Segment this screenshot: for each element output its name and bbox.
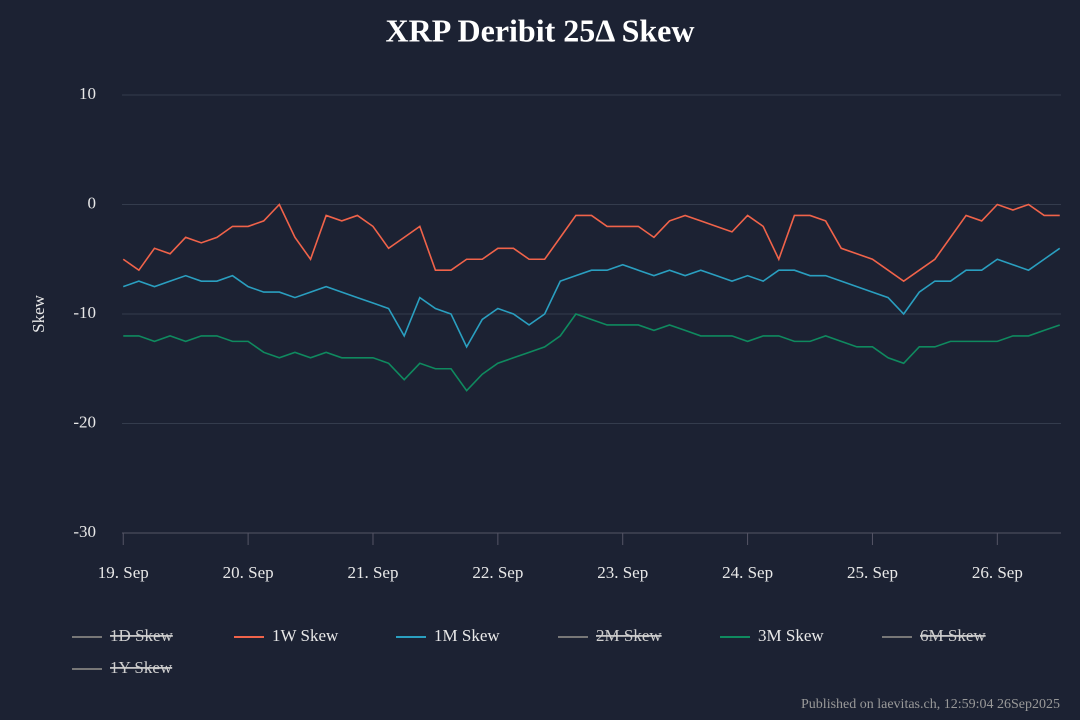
- legend-label[interactable]: 3M Skew: [758, 626, 824, 645]
- legend-label[interactable]: 1D Skew: [110, 626, 174, 645]
- y-tick-label: 0: [88, 193, 97, 212]
- footer: Published on laevitas.ch, 12:59:04 26Sep…: [801, 697, 1060, 712]
- y-tick-label: 10: [79, 84, 96, 103]
- legend-label[interactable]: 1Y Skew: [110, 658, 173, 677]
- y-tick-label: -20: [73, 412, 96, 431]
- legend-label[interactable]: 6M Skew: [920, 626, 986, 645]
- x-tick-label: 19. Sep: [98, 563, 149, 582]
- x-tick-label: 24. Sep: [722, 563, 773, 582]
- x-tick-label: 26. Sep: [972, 563, 1023, 582]
- series-line: [122, 247, 1061, 349]
- chart-title: XRP Deribit 25Δ Skew: [386, 12, 695, 48]
- legend-label[interactable]: 1W Skew: [272, 626, 339, 645]
- legend-label[interactable]: 1M Skew: [434, 626, 500, 645]
- y-tick-label: -30: [73, 522, 96, 541]
- y-axis-label: Skew: [29, 294, 48, 333]
- y-tick-label: -10: [73, 303, 96, 322]
- x-tick-label: 25. Sep: [847, 563, 898, 582]
- series-line: [123, 313, 1061, 392]
- series-line: [122, 203, 1060, 283]
- x-tick-label: 21. Sep: [347, 563, 398, 582]
- x-tick-label: 20. Sep: [223, 563, 274, 582]
- legend-label[interactable]: 2M Skew: [596, 626, 662, 645]
- x-tick-label: 22. Sep: [472, 563, 523, 582]
- x-tick-label: 23. Sep: [597, 563, 648, 582]
